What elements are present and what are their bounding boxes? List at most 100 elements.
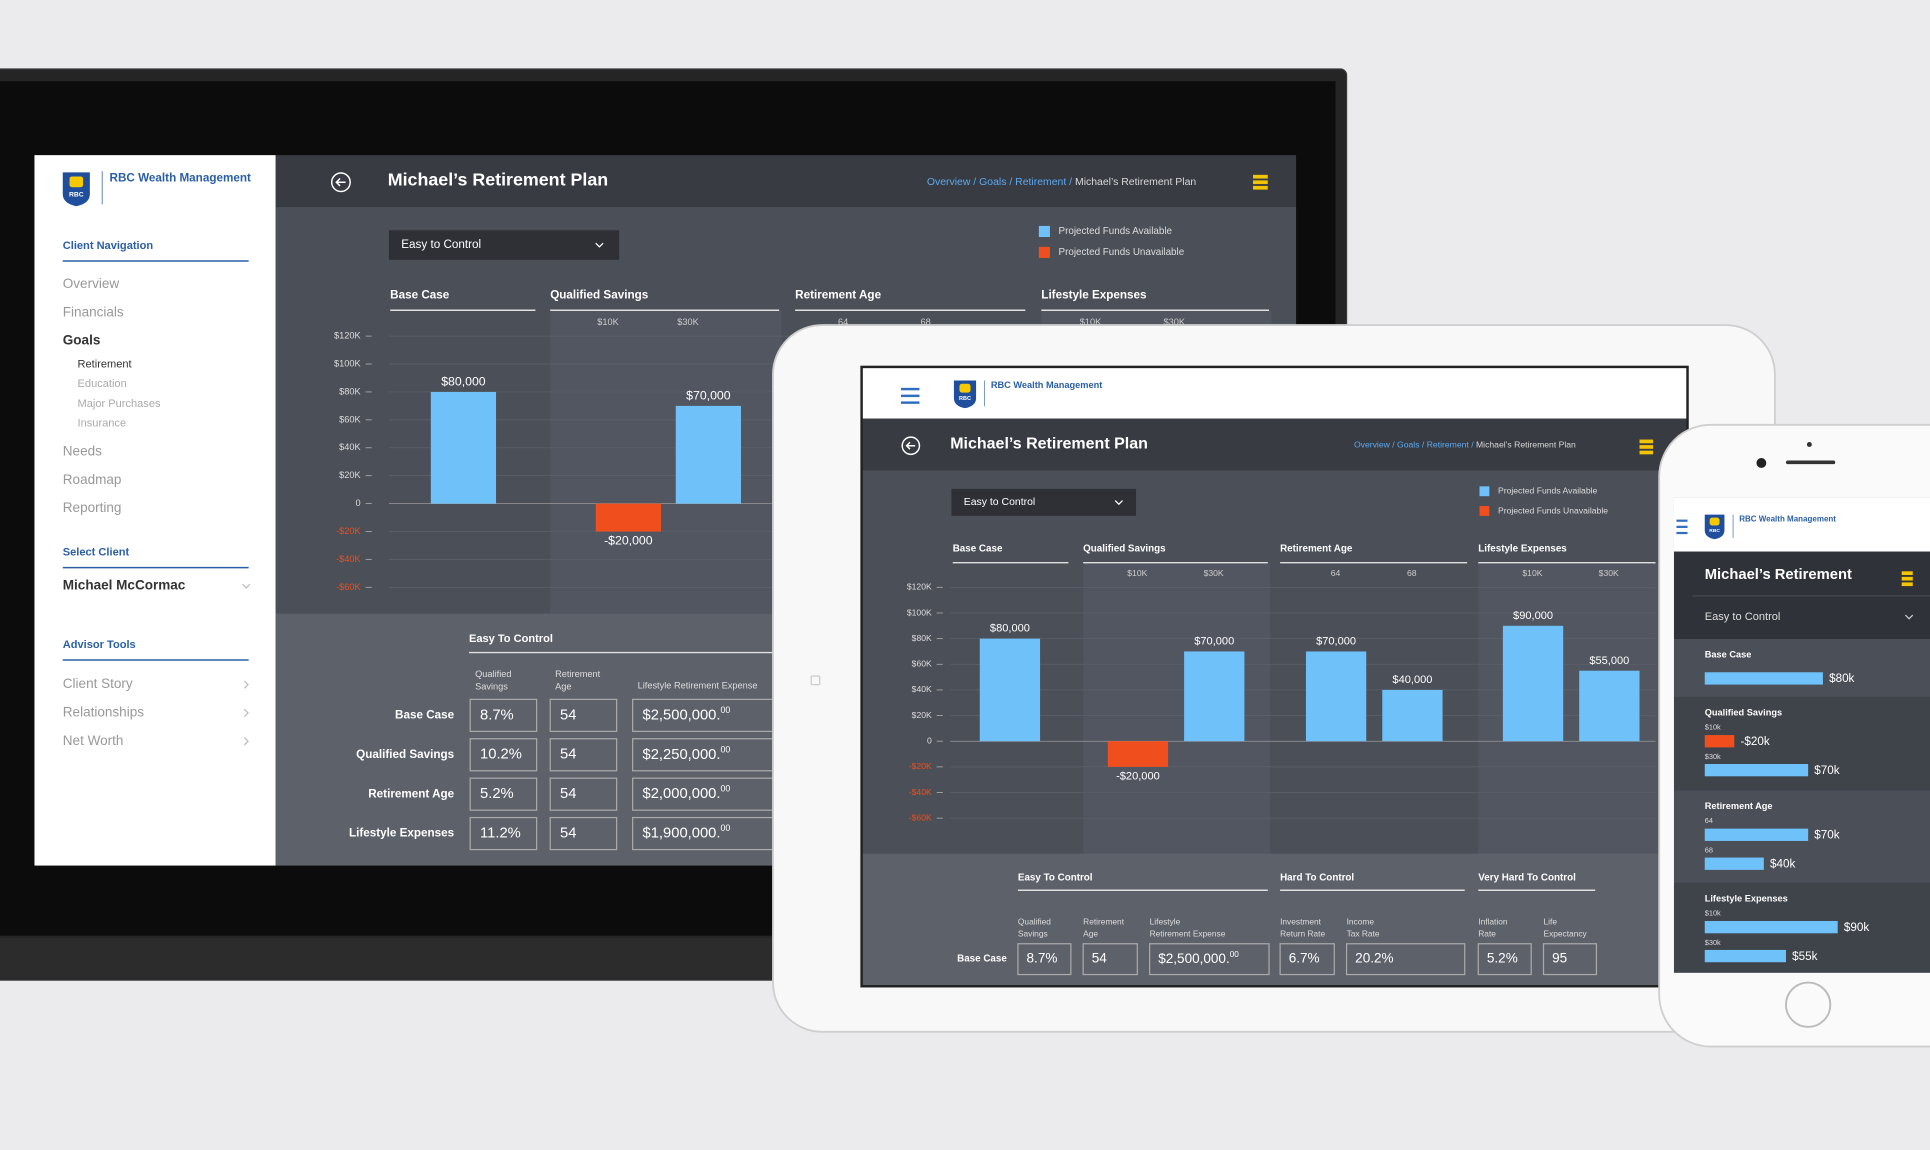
cell-value: 54 [560,707,576,723]
y-tick-label: $20K [339,470,361,480]
nav-item[interactable]: Roadmap [63,472,122,487]
back-button[interactable] [901,436,921,456]
menu-icon[interactable] [1253,185,1268,190]
group-header: Base Case [1705,649,1752,659]
dropdown[interactable] [951,488,1137,516]
nav-subitem[interactable]: Insurance [78,417,127,429]
cell-amount: $2,500,000. [643,707,721,723]
page-title: Michael’s Retirement [1705,567,1852,583]
client-name[interactable]: Michael McCormac [63,578,186,593]
sub-category-label: $30K [1163,317,1185,327]
dropdown[interactable] [388,230,620,260]
input-box[interactable] [469,777,538,811]
sub-category-label: $30k [1705,938,1721,947]
chevron [243,680,249,689]
breadcrumb-item[interactable]: Retirement [1015,177,1066,188]
column-header: Retirement Expense [1150,929,1226,939]
menu-icon[interactable] [1901,576,1913,581]
column-header: Qualified [1018,916,1051,926]
advisor-tool[interactable]: Relationships [63,704,144,719]
menu-icon[interactable] [1253,174,1268,179]
nav-subitem[interactable]: Education [78,378,127,390]
breadcrumb-item[interactable]: Overview [927,177,971,188]
back-arrow [335,178,346,187]
sub-category-label: $30K [677,317,699,327]
input-box[interactable] [1149,943,1270,976]
menu-icon[interactable] [1639,439,1654,444]
hamburger-icon[interactable] [900,401,920,404]
tablet-sensor [810,675,821,686]
page-title: Michael’s Retirement Plan [950,436,1148,453]
brand-name: RBC Wealth Management [991,380,1102,390]
nav-subitem[interactable]: Retirement [78,358,132,370]
menu-icon[interactable] [1901,571,1913,575]
dropdown-value: Easy to Control [964,497,1035,508]
advisor-tool[interactable]: Client Story [63,676,133,691]
menu-icon[interactable] [1253,180,1268,185]
cell-value: 11.2% [480,825,521,841]
group-header: Retirement Age [1280,544,1353,555]
input-box[interactable] [1542,943,1598,976]
hamburger-icon[interactable] [900,394,920,398]
table-group-header: Very Hard To Control [1478,872,1576,883]
nav-item[interactable]: Financials [63,304,124,319]
y-tick-label: $80K [912,633,932,643]
bar [1382,689,1443,742]
value-label: -$20,000 [1116,771,1160,783]
breadcrumb-item[interactable]: Overview [1354,440,1391,450]
input-box[interactable] [469,698,538,732]
input-box[interactable] [1477,943,1532,976]
menu-icon[interactable] [1901,582,1913,587]
value-label: $70,000 [1316,636,1356,648]
logo-lion [1709,517,1720,526]
input-box[interactable] [1082,943,1138,976]
cell-value: $1,900,000.00 [643,823,731,841]
menu-icon[interactable] [1639,450,1654,455]
input-box[interactable] [549,698,618,732]
table-group-header: Easy To Control [1018,872,1093,883]
group-header: Retirement Age [1705,801,1773,811]
value-label: $70,000 [1194,636,1234,648]
input-box[interactable] [469,816,538,851]
nav-item[interactable]: Needs [63,443,102,458]
hamburger-icon[interactable] [1676,519,1688,522]
menu-icon[interactable] [1639,445,1654,449]
phone-section [1673,639,1930,697]
nav-item[interactable]: Goals [63,333,101,348]
breadcrumb: Overview / Goals / Retirement / Michael’… [1354,440,1576,450]
cell-value: 54 [1092,951,1108,966]
nav-item[interactable]: Reporting [63,500,122,515]
nav-item[interactable]: Overview [63,276,120,291]
input-box[interactable] [549,777,618,811]
back-button[interactable] [330,172,351,193]
column-header: Lifestyle Retirement Expense [638,680,758,690]
input-box[interactable] [1279,943,1335,976]
y-tick-label: -$20K [336,526,361,536]
breadcrumb-item[interactable]: Goals [1397,440,1419,450]
input-box[interactable] [469,738,538,772]
chevron [1114,500,1123,506]
breadcrumb-item[interactable]: Goals [979,177,1006,188]
column-header: Life [1544,916,1558,926]
breadcrumb-item[interactable]: Retirement [1427,440,1470,450]
phone-home-button[interactable] [1785,981,1832,1028]
dropdown-value[interactable]: Easy to Control [1705,611,1781,623]
input-box[interactable] [1345,943,1466,976]
y-tick-label: $100K [907,607,932,617]
breadcrumb-separator: / [1006,177,1015,188]
input-box[interactable] [1017,943,1072,976]
breadcrumb: Overview / Goals / Retirement / Michael’… [927,177,1197,188]
hamburger-icon[interactable] [1676,531,1688,535]
input-box[interactable] [549,738,618,772]
input-box[interactable] [549,816,618,851]
dropdown-value: Easy to Control [401,238,481,251]
hamburger-icon[interactable] [900,387,920,391]
table-group-header: Easy To Control [469,633,553,645]
nav-subitem[interactable]: Major Purchases [78,398,161,410]
hamburger-icon[interactable] [1676,525,1688,528]
advisor-tool[interactable]: Net Worth [63,733,124,748]
value-label: $90k [1844,921,1869,934]
group-header: Qualified Savings [1083,544,1166,555]
group-shade [550,310,782,614]
